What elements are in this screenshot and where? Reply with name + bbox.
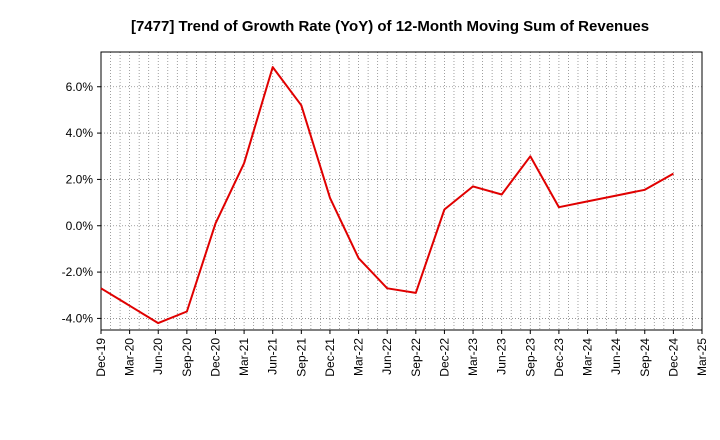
x-tick-label: Sep-23 [523, 338, 537, 377]
x-tick-label: Jun-21 [266, 338, 280, 375]
x-tick-label: Sep-20 [180, 338, 194, 377]
y-tick-label: 0.0% [66, 219, 94, 233]
y-tick-label: 6.0% [66, 80, 94, 94]
plot-frame [100, 51, 703, 331]
series-line [100, 66, 674, 325]
x-tick-label: Mar-24 [581, 338, 595, 376]
x-tick-label: Mar-21 [237, 338, 251, 376]
x-tick-label: Sep-24 [638, 338, 652, 377]
x-tick-label: Sep-21 [294, 338, 308, 377]
x-tick-label: Mar-22 [352, 338, 366, 376]
x-tick-label: Dec-22 [437, 338, 451, 377]
x-tick-label: Dec-23 [552, 338, 566, 377]
x-tick-label: Dec-24 [666, 338, 680, 377]
y-tick-label: 2.0% [66, 172, 94, 186]
axes [97, 51, 703, 334]
y-tick-labels: -4.0% -2.0% 0.0% 2.0% 4.0% 6.0% [62, 80, 94, 326]
x-tick-label: Mar-25 [695, 338, 709, 376]
x-tick-label: Sep-22 [409, 338, 423, 377]
x-tick-label: Mar-20 [123, 338, 137, 376]
y-tick-label: -4.0% [62, 311, 94, 325]
x-tick-label: Jun-24 [609, 338, 623, 375]
chart-title: [7477] Trend of Growth Rate (YoY) of 12-… [131, 18, 649, 35]
plot-background [101, 52, 702, 330]
x-tick-label: Dec-21 [323, 338, 337, 377]
y-tick-label: -2.0% [62, 265, 94, 279]
x-tick-label: Jun-23 [495, 338, 509, 375]
grid [100, 52, 703, 330]
x-tick-label: Dec-20 [208, 338, 222, 377]
x-tick-labels: Dec-19 Mar-20 Jun-20 Sep-20 Dec-20 Mar-21 Jun-… [94, 338, 709, 377]
x-tick-label: Jun-20 [151, 338, 165, 375]
y-tick-label: 4.0% [66, 126, 94, 140]
x-tick-label: Mar-23 [466, 338, 480, 376]
x-tick-label: Dec-19 [94, 338, 108, 377]
x-tick-label: Jun-22 [380, 338, 394, 375]
series-layer [100, 66, 674, 325]
